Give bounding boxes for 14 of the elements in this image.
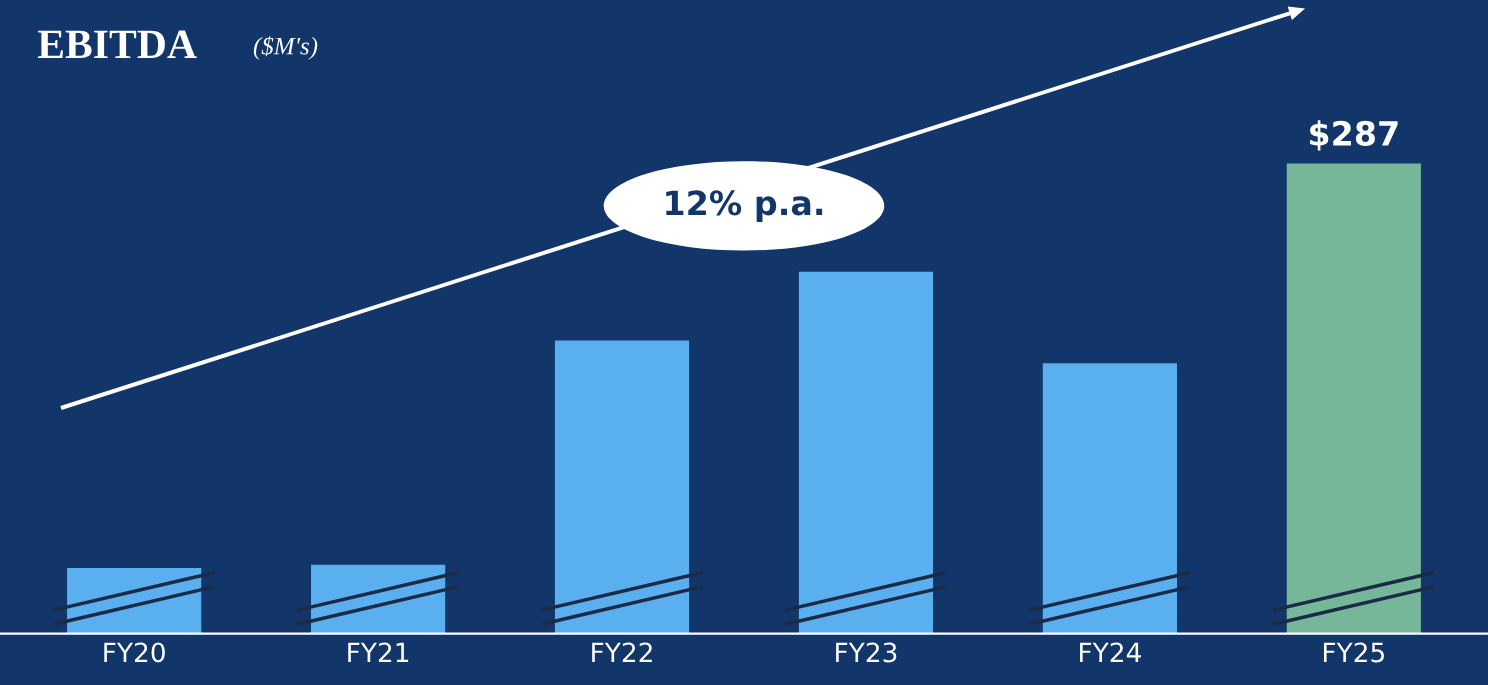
bar — [1286, 163, 1421, 634]
x-tick-label: FY22 — [592, 642, 652, 663]
data-label: $287 — [1310, 120, 1398, 151]
x-tick-label: FY21 — [348, 642, 409, 663]
bar — [798, 271, 934, 634]
x-tick-label: FY23 — [836, 642, 897, 663]
bar — [1042, 363, 1177, 634]
x-tick-label: FY20 — [104, 642, 165, 663]
bar — [554, 340, 690, 634]
chart-title: EBITDA — [37, 30, 197, 59]
chart-subtitle: ($M's) — [253, 36, 318, 60]
x-tick-label: FY25 — [1323, 642, 1384, 663]
annotation: 12% p.a. — [666, 190, 823, 222]
x-tick-label: FY24 — [1080, 642, 1141, 663]
